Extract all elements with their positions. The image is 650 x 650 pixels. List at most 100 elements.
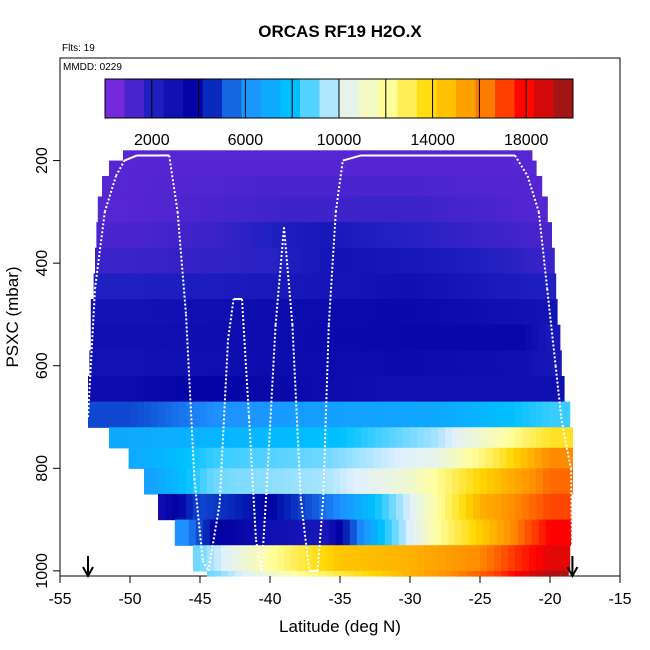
heatmap-cell-9 bbox=[103, 350, 111, 377]
heatmap-cell-1 bbox=[200, 160, 208, 177]
heatmap-cell-7 bbox=[118, 299, 127, 326]
heatmap-cell-6 bbox=[464, 273, 473, 300]
heatmap-cell-5 bbox=[445, 247, 453, 274]
heatmap-cell-2 bbox=[193, 175, 201, 198]
heatmap-cell-5 bbox=[193, 247, 201, 274]
heatmap-cell-2 bbox=[137, 175, 145, 198]
heatmap-cell-10 bbox=[228, 375, 236, 403]
heatmap-cell-11 bbox=[361, 401, 369, 428]
heatmap-cell-14 bbox=[459, 468, 467, 495]
heatmap-cell-17 bbox=[543, 545, 551, 572]
heatmap-cell-2 bbox=[480, 175, 488, 198]
x-axis-label: Latitude (deg N) bbox=[279, 617, 401, 636]
heatmap-cell-5 bbox=[130, 247, 138, 274]
heatmap-cell-8 bbox=[482, 324, 491, 351]
heatmap-cell-11 bbox=[529, 401, 537, 428]
heatmap-cell-12 bbox=[459, 427, 467, 449]
heatmap-cell-9 bbox=[432, 350, 440, 377]
heatmap-cell-10 bbox=[256, 375, 264, 403]
heatmap-cell-4 bbox=[278, 222, 286, 249]
heatmap-cell-3 bbox=[314, 196, 323, 223]
heatmap-cell-13 bbox=[198, 447, 207, 469]
heatmap-cell-6 bbox=[499, 273, 508, 300]
heatmap-cell-15 bbox=[326, 493, 334, 521]
heatmap-cell-16 bbox=[559, 519, 568, 546]
heatmap-cell-18 bbox=[431, 570, 439, 577]
heatmap-cell-13 bbox=[275, 447, 284, 469]
heatmap-cell-12 bbox=[214, 427, 222, 449]
heatmap-cell-9 bbox=[411, 350, 419, 377]
heatmap-cell-8 bbox=[510, 324, 519, 351]
y-axis: 200 400 600 800 1000 bbox=[34, 147, 60, 589]
heatmap-cell-13 bbox=[499, 447, 508, 469]
heatmap-cell-2 bbox=[116, 175, 124, 198]
heatmap-cell-9 bbox=[376, 350, 384, 377]
heatmap-cell-17 bbox=[249, 545, 257, 572]
heatmap-cell-7 bbox=[223, 299, 232, 326]
heatmap-cell-11 bbox=[452, 401, 460, 428]
heatmap-cell-12 bbox=[186, 427, 194, 449]
heatmap-cell-14 bbox=[340, 468, 348, 495]
heatmap-cell-2 bbox=[473, 175, 481, 198]
heatmap-cell-5 bbox=[242, 247, 250, 274]
flight-track-segment bbox=[207, 504, 221, 572]
heatmap-cell-8 bbox=[405, 324, 414, 351]
heatmap-cell-9 bbox=[551, 350, 559, 377]
heatmap-cell-14 bbox=[382, 468, 390, 495]
heatmap-cell-5 bbox=[480, 247, 488, 274]
heatmap-cell-9 bbox=[264, 350, 272, 377]
heatmap-cell-11 bbox=[130, 401, 138, 428]
heatmap-cell-10 bbox=[193, 375, 201, 403]
heatmap-cell-6 bbox=[205, 273, 214, 300]
heatmap-cell-15 bbox=[445, 493, 453, 521]
heatmap-cell-9 bbox=[418, 350, 426, 377]
heatmap-cell-14 bbox=[529, 468, 537, 495]
heatmap-cell-15 bbox=[333, 493, 341, 521]
heatmap-cell-12 bbox=[417, 427, 425, 449]
heatmap-cell-17 bbox=[487, 545, 495, 572]
heatmap-cell-3 bbox=[503, 196, 512, 223]
heatmap-cell-11 bbox=[480, 401, 488, 428]
heatmap-cell-1 bbox=[179, 160, 187, 177]
heatmap-cell-15 bbox=[186, 493, 194, 521]
heatmap-cell-9 bbox=[117, 350, 125, 377]
heatmap-cell-15 bbox=[214, 493, 222, 521]
flight-track-segment bbox=[124, 154, 138, 162]
heatmap-cell-9 bbox=[152, 350, 160, 377]
heatmap-cell-14 bbox=[375, 468, 383, 495]
heatmap-cell-4 bbox=[488, 222, 496, 249]
heatmap-cell-15 bbox=[207, 493, 215, 521]
heatmap-cell-12 bbox=[557, 427, 565, 449]
heatmap-cell-14 bbox=[179, 468, 187, 495]
heatmap-cell-4 bbox=[306, 222, 314, 249]
heatmap-cell-17 bbox=[396, 545, 404, 572]
heatmap-cell-5 bbox=[249, 247, 257, 274]
heatmap-cell-3 bbox=[125, 196, 134, 223]
heatmap-cell-5 bbox=[228, 247, 236, 274]
heatmap-cell-16 bbox=[524, 519, 533, 546]
heatmap-cell-11 bbox=[137, 401, 145, 428]
colorbar-segment bbox=[495, 79, 515, 118]
heatmap-cell-1 bbox=[403, 160, 411, 177]
heatmap-cell-0 bbox=[186, 150, 194, 162]
heatmap-cell-17 bbox=[214, 545, 222, 572]
x-tick-label: -35 bbox=[328, 591, 351, 608]
heatmap-cell-8 bbox=[265, 324, 274, 351]
heatmap-cell-8 bbox=[139, 324, 148, 351]
heatmap-cell-17 bbox=[431, 545, 439, 572]
heatmap-cell-10 bbox=[284, 375, 292, 403]
heatmap-cell-0 bbox=[305, 150, 313, 162]
heatmap-cell-6 bbox=[471, 273, 480, 300]
heatmap-cell-18 bbox=[515, 570, 523, 577]
heatmap-cell-2 bbox=[396, 175, 404, 198]
heatmap-cell-6 bbox=[296, 273, 305, 300]
heatmap-cell-2 bbox=[291, 175, 299, 198]
heatmap-cell-12 bbox=[193, 427, 201, 449]
heatmap-cell-6 bbox=[261, 273, 270, 300]
heatmap-cell-0 bbox=[263, 150, 271, 162]
heatmap-cell-2 bbox=[333, 175, 341, 198]
heatmap-cell-4 bbox=[397, 222, 405, 249]
heatmap-cell-7 bbox=[426, 299, 435, 326]
heatmap-cell-6 bbox=[303, 273, 312, 300]
heatmap-cell-4 bbox=[271, 222, 279, 249]
